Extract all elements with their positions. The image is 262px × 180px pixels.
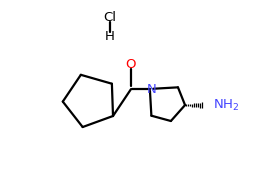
Text: O: O	[126, 58, 136, 71]
Text: Cl: Cl	[103, 11, 116, 24]
Text: N: N	[146, 83, 156, 96]
Text: H: H	[105, 30, 115, 43]
Text: NH$_2$: NH$_2$	[212, 98, 239, 113]
